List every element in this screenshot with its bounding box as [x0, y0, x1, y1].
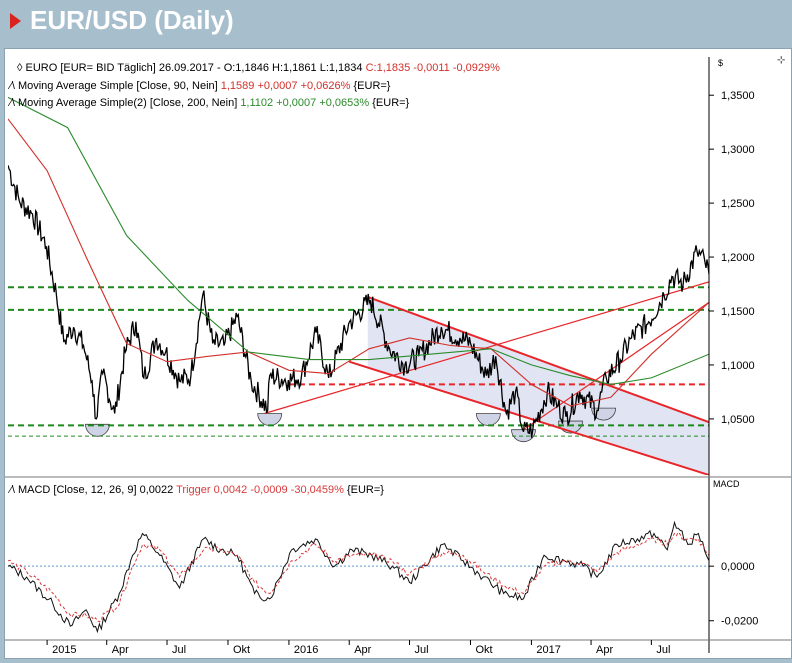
bottom-marker: [591, 407, 617, 421]
trendline: [367, 296, 709, 424]
legend-euro-label: EURO [EUR= BID Täglich] 26.09.2017 - O:1…: [26, 62, 366, 74]
legend-macd-tail: {EUR=}: [347, 484, 384, 496]
legend-sma90-label: Moving Average Simple [Close, 90, Nein]: [18, 80, 221, 92]
x-tick-label: Jul: [656, 644, 670, 656]
bottom-marker: [257, 413, 283, 426]
sma200-line: [8, 96, 709, 385]
bottom-marker: [475, 413, 501, 426]
legend-macd: ⁄\ MACD [Close, 12, 26, 9] 0,0022 Trigge…: [7, 484, 384, 496]
y-tick-label: 1,3000: [721, 144, 755, 156]
x-tick-label: Okt: [233, 644, 250, 656]
x-tick-label: 2016: [294, 644, 318, 656]
y-tick-label: 1,2000: [721, 252, 755, 264]
legend-macd-label: MACD [Close, 12, 26, 9] 0,0022: [18, 484, 176, 496]
legend-sma200-tail: {EUR=}: [372, 97, 409, 109]
trendline: [264, 281, 709, 415]
legend-sma200: ⁄\ Moving Average Simple(2) [Close, 200,…: [7, 97, 410, 109]
macd-area: [8, 520, 709, 633]
legend-macd-icon: ⁄\: [7, 484, 18, 496]
x-tick-label: Jul: [415, 644, 429, 656]
macd-line: [8, 520, 709, 633]
legend-euro: ◊ EURO [EUR= BID Täglich] 26.09.2017 - O…: [17, 62, 500, 74]
price-area: [8, 96, 709, 475]
x-tick-label: Apr: [112, 644, 129, 656]
legend-sma200-value: 1,1102 +0,0007 +0,0653%: [240, 97, 372, 109]
x-tick-label: Jul: [172, 644, 186, 656]
macd-axis-label: MACD: [713, 479, 740, 489]
legend-macd-trigger: Trigger 0,0042 -0,0009 -30,0459%: [176, 484, 347, 496]
x-tick-label: Apr: [596, 644, 613, 656]
macd-tick-label: -0,0200: [721, 616, 758, 628]
price-chart: 1,3500 1,3000 1,2500 1,2000 1,1500 1,1000 1,05…: [5, 55, 791, 656]
legend-sma200-label: Moving Average Simple(2) [Close, 200, Ne…: [18, 97, 240, 109]
y-tick-label: 1,2500: [721, 198, 755, 210]
macd-tick-label: 0,0000: [721, 561, 755, 573]
x-tick-label: 2015: [52, 644, 76, 656]
x-tick-label: Okt: [475, 644, 492, 656]
x-tick-label: Apr: [354, 644, 371, 656]
x-tick-label: 2017: [536, 644, 560, 656]
axes: 1,3500 1,3000 1,2500 1,2000 1,1500 1,1000 1,05…: [5, 57, 791, 656]
y-tick-label: 1,0500: [721, 414, 755, 426]
y-tick-label: 1,1500: [721, 306, 755, 318]
legend-euro-close: C:1,1835 -0,0011 -0,0929%: [366, 62, 501, 74]
page-title: EUR/USD (Daily): [30, 5, 234, 35]
trendline: [348, 360, 709, 475]
settings-icon[interactable]: ⊹: [777, 55, 785, 66]
legend-euro-icon: ◊: [17, 62, 26, 74]
sma90-line: [8, 118, 709, 407]
header-arrow-icon: [10, 13, 21, 29]
legend-sma90-value: 1,1589 +0,0007 +0,0626%: [221, 80, 354, 92]
header-bar: EUR/USD (Daily): [0, 0, 792, 44]
chart-panel: 1,3500 1,3000 1,2500 1,2000 1,1500 1,1000 1,05…: [4, 48, 792, 659]
legend-sma200-icon: ⁄\: [7, 97, 18, 109]
trigger-line: [8, 531, 709, 623]
trend-channel: [367, 296, 709, 475]
price-line: [8, 165, 709, 438]
currency-symbol: $: [718, 58, 723, 68]
y-tick-label: 1,3500: [721, 90, 755, 102]
legend-sma90-icon: ⁄\: [7, 80, 18, 92]
legend-sma90: ⁄\ Moving Average Simple [Close, 90, Nei…: [7, 80, 391, 92]
legend-sma90-tail: {EUR=}: [353, 80, 390, 92]
y-tick-label: 1,1000: [721, 360, 755, 372]
bottom-marker: [85, 423, 110, 437]
